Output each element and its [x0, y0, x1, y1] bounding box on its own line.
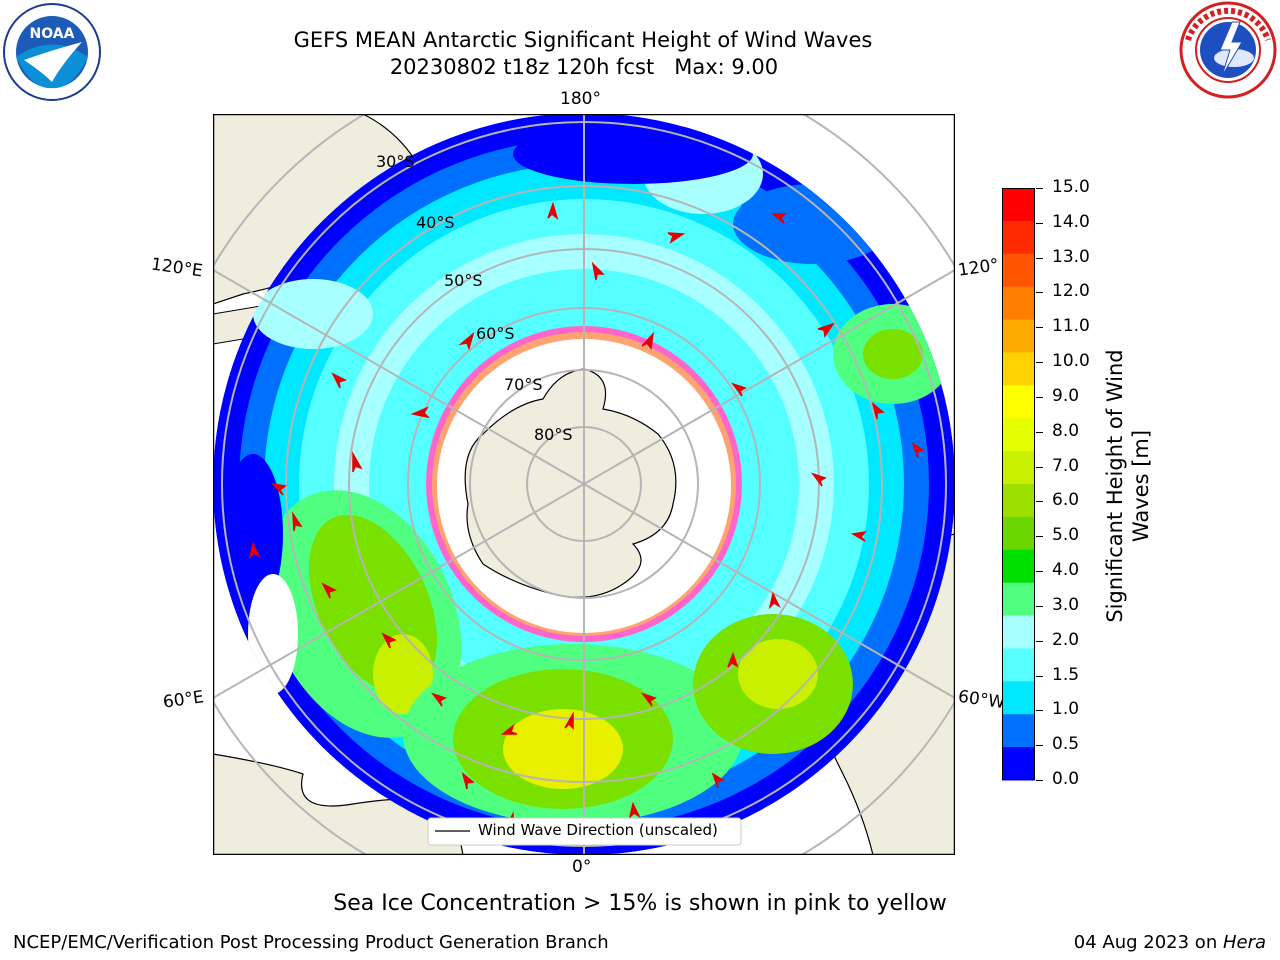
lon-label-left-lower: 60°E [161, 687, 206, 713]
colorbar-tick-label: 6.0 [1052, 490, 1080, 511]
colorbar-tick-label: 12.0 [1052, 281, 1090, 302]
colorbar-segment [1002, 648, 1035, 682]
colorbar-title-line1: Significant Height of Wind [1103, 349, 1127, 623]
colorbar-tick-mark [1036, 188, 1043, 189]
lon-label-left-upper: 120°E [149, 254, 204, 282]
lon-label-right-lower: 60°W [956, 686, 1007, 714]
map-subtitle: 20230802 t18z 120h fcst Max: 9.00 [389, 55, 779, 79]
colorbar-segment [1002, 582, 1035, 617]
colorbar-tick-label: 0.0 [1052, 769, 1080, 789]
graticule [213, 114, 955, 855]
colorbar-tick-mark [1036, 501, 1043, 503]
colorbar-tick-label: 8.0 [1052, 420, 1080, 441]
lon-label-top: 180° [560, 89, 601, 109]
colorbar-segment [1002, 319, 1035, 353]
colorbar-tick-mark [1036, 640, 1043, 642]
colorbar-segment [1002, 747, 1035, 781]
noaa-logo: NOAA [3, 3, 101, 101]
svg-text:NOAA: NOAA [30, 26, 75, 42]
colorbar-tick-mark [1036, 675, 1043, 677]
colorbar-tick-label: 1.5 [1052, 664, 1080, 685]
sea-ice-note: Sea Ice Concentration > 15% is shown in … [333, 891, 947, 916]
colorbar-tick-label: 15.0 [1052, 177, 1090, 197]
colorbar-tick-label: 13.0 [1052, 246, 1090, 267]
lat-label-40s: 40°S [416, 213, 455, 232]
colorbar-tick-label: 1.0 [1052, 699, 1080, 720]
colorbar-tick-label: 3.0 [1052, 594, 1080, 615]
national-weather-service-logo [1179, 1, 1277, 99]
legend-label: Wind Wave Direction (unscaled) [478, 821, 718, 839]
footer-host: Hera [1222, 932, 1266, 953]
polar-map [213, 114, 955, 855]
colorbar-title-line2: Waves [m] [1129, 429, 1153, 543]
colorbar-segment [1002, 253, 1035, 288]
colorbar-tick-label: 9.0 [1052, 385, 1080, 406]
colorbar [1002, 188, 1035, 781]
colorbar-tick-label: 11.0 [1052, 316, 1090, 337]
colorbar-tick-label: 10.0 [1052, 351, 1090, 372]
colorbar-tick-mark [1036, 571, 1043, 573]
lat-label-60s: 60°S [476, 324, 515, 343]
colorbar-segment [1002, 451, 1035, 485]
colorbar-tick-mark [1036, 257, 1043, 259]
colorbar-segment [1002, 352, 1035, 386]
colorbar-segment [1002, 188, 1035, 222]
colorbar-tick-label: 5.0 [1052, 525, 1080, 546]
lon-label-right-upper: 120° [956, 255, 1001, 281]
footer-left: NCEP/EMC/Verification Post Processing Pr… [13, 932, 609, 953]
colorbar-tick-label: 7.0 [1052, 455, 1080, 476]
colorbar-tick-label: 2.0 [1052, 629, 1080, 650]
colorbar-tick-mark [1036, 362, 1043, 364]
footer-right: 04 Aug 2023 on Hera [1074, 932, 1266, 953]
colorbar-segment [1002, 681, 1035, 715]
colorbar-segment [1002, 418, 1035, 452]
colorbar-tick-mark [1036, 745, 1043, 747]
lat-label-80s: 80°S [534, 425, 573, 444]
colorbar-segment [1002, 385, 1035, 419]
colorbar-segment [1002, 714, 1035, 748]
colorbar-title: Significant Height of Wind Waves [m] [1102, 336, 1154, 636]
map-legend [427, 817, 742, 846]
lat-label-50s: 50°S [444, 271, 483, 290]
colorbar-tick-mark [1036, 396, 1043, 398]
colorbar-tick-mark [1036, 536, 1043, 538]
footer-date: 04 Aug 2023 on [1073, 932, 1223, 953]
colorbar-tick-mark [1036, 327, 1043, 329]
colorbar-tick-mark [1036, 780, 1043, 781]
map-title: GEFS MEAN Antarctic Significant Height o… [293, 28, 873, 52]
colorbar-segment [1002, 615, 1035, 649]
colorbar-tick-label: 4.0 [1052, 560, 1080, 581]
colorbar-tick-mark [1036, 605, 1043, 607]
colorbar-tick-mark [1036, 431, 1043, 433]
lat-label-70s: 70°S [504, 375, 543, 394]
lon-label-bottom: 0° [572, 857, 592, 877]
colorbar-segment [1002, 549, 1035, 584]
colorbar-tick-mark [1036, 292, 1043, 294]
colorbar-tick-mark [1036, 710, 1043, 712]
colorbar-segment [1002, 516, 1035, 551]
colorbar-tick-label: 14.0 [1052, 211, 1090, 232]
colorbar-segment [1002, 286, 1035, 321]
colorbar-tick-mark [1036, 222, 1043, 224]
lat-label-30s: 30°S [376, 152, 415, 171]
colorbar-segment [1002, 220, 1035, 255]
colorbar-tick-label: 0.5 [1052, 734, 1080, 755]
colorbar-segment [1002, 484, 1035, 518]
colorbar-tick-mark [1036, 466, 1043, 468]
